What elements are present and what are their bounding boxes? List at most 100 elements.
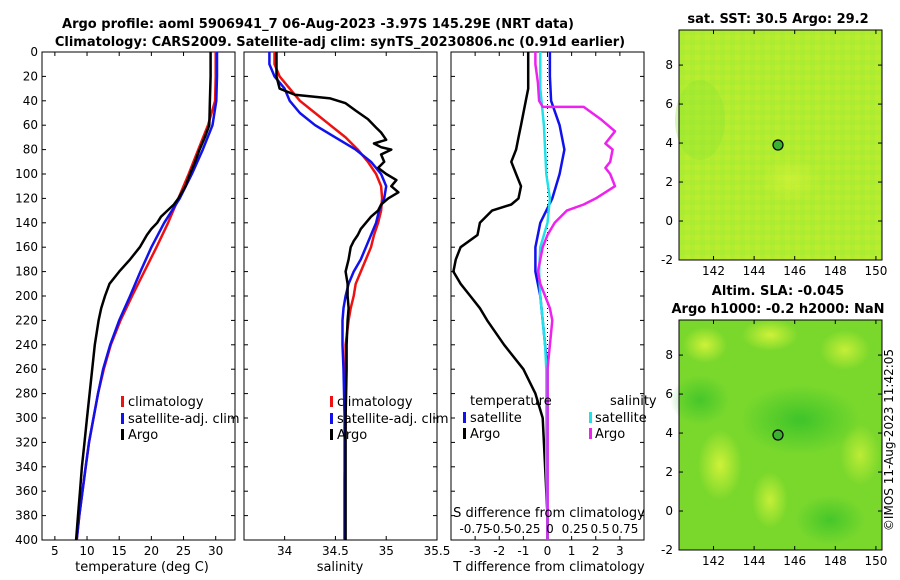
y-tick-label: 380 bbox=[15, 509, 38, 523]
difference-panel: -3 -2 -1 0 1 2 3 bbox=[450, 51, 645, 558]
map-x-tick-label: 144 bbox=[743, 264, 766, 278]
map-y-tick-label: 8 bbox=[665, 58, 673, 72]
map-y-tick-label: 6 bbox=[665, 97, 673, 111]
temperature-panel: 5 10 15 20 25 3002040608010012014016018020022… bbox=[15, 45, 236, 558]
difference-legend: temperature salinity satellite Argo sate… bbox=[463, 394, 657, 442]
legend-swatch-argo bbox=[121, 429, 124, 440]
x-tick-label: 35.5 bbox=[424, 544, 451, 558]
sst-warm-patch bbox=[760, 158, 820, 202]
temperature-legend: climatology satellite-adj. clim Argo bbox=[121, 395, 240, 443]
x-tick-label: 34.5 bbox=[322, 544, 349, 558]
s-tick: -0.25 bbox=[509, 522, 540, 536]
x-tick-label: 1 bbox=[568, 544, 576, 558]
map-y-tick-label: 4 bbox=[665, 136, 673, 150]
x-tick-label: 5 bbox=[51, 544, 59, 558]
map-x-tick-label: 148 bbox=[824, 554, 847, 568]
legend-label-climatology: climatology bbox=[128, 395, 204, 410]
y-tick-label: 140 bbox=[15, 216, 38, 230]
legend-label-argo: Argo bbox=[337, 428, 367, 443]
y-tick-label: 300 bbox=[15, 411, 38, 425]
sst-map bbox=[675, 29, 883, 261]
s-tick: 0.5 bbox=[590, 522, 609, 536]
map-x-tick-label: 144 bbox=[743, 554, 766, 568]
x-tick-label: -1 bbox=[517, 544, 529, 558]
sla-map-title-line1: Altim. SLA: -0.045 bbox=[712, 284, 844, 299]
legend-label-temp-satellite: satellite bbox=[470, 411, 522, 426]
y-tick-label: 280 bbox=[15, 387, 38, 401]
map-y-tick-label: 2 bbox=[665, 175, 673, 189]
legend-label-sal-satellite: satellite bbox=[595, 411, 647, 426]
sst-map-title: sat. SST: 30.5 Argo: 29.2 bbox=[687, 12, 868, 27]
sla-high-patch bbox=[698, 430, 742, 500]
y-tick-label: 120 bbox=[15, 191, 38, 205]
sla-low-patch bbox=[795, 495, 865, 545]
legend-label-climatology: climatology bbox=[337, 395, 413, 410]
legend-label-sal-argo: Argo bbox=[595, 427, 625, 442]
s-difference-label: S difference from climatology bbox=[453, 506, 645, 521]
argo-float-marker bbox=[772, 429, 784, 441]
sla-map-frame bbox=[678, 319, 883, 551]
x-tick-label: 15 bbox=[112, 544, 127, 558]
difference-xlabel: T difference from climatology bbox=[452, 560, 645, 575]
map-y-tick-label: -2 bbox=[661, 543, 673, 557]
legend-swatch-argo bbox=[330, 429, 333, 440]
series-line-satellite-adj-clim bbox=[75, 52, 219, 541]
sla-low-patch bbox=[740, 385, 860, 455]
series-line-temperature-argo bbox=[452, 52, 549, 540]
map-y-tick-label: -2 bbox=[661, 253, 673, 267]
legend-heading-salinity: salinity bbox=[610, 394, 657, 409]
y-tick-label: 60 bbox=[23, 118, 38, 132]
y-tick-label: 360 bbox=[15, 484, 38, 498]
sla-map bbox=[670, 319, 883, 551]
salinity-xlabel: salinity bbox=[317, 560, 364, 575]
legend-label-satellite: satellite-adj. clim bbox=[128, 412, 240, 427]
legend-swatch-satellite bbox=[121, 413, 124, 424]
legend-label-satellite: satellite-adj. clim bbox=[337, 412, 449, 427]
map-y-tick-label: 4 bbox=[665, 426, 673, 440]
map-x-tick-label: 150 bbox=[864, 264, 887, 278]
sst-cool-patch bbox=[675, 80, 725, 160]
map-y-tick-label: 0 bbox=[665, 214, 673, 228]
x-tick-label: 3 bbox=[616, 544, 624, 558]
y-tick-label: 340 bbox=[15, 460, 38, 474]
plot-frame bbox=[243, 51, 438, 541]
y-tick-label: 160 bbox=[15, 240, 38, 254]
timestamp-label: ©IMOS 11-Aug-2023 11:42:05 bbox=[882, 349, 896, 531]
y-tick-label: 40 bbox=[23, 94, 38, 108]
series-line-salinity-argo bbox=[534, 52, 617, 540]
y-tick-label: 400 bbox=[15, 533, 38, 547]
legend-swatch-satellite bbox=[330, 413, 333, 424]
y-tick-label: 200 bbox=[15, 289, 38, 303]
y-tick-label: 320 bbox=[15, 435, 38, 449]
x-tick-label: 10 bbox=[79, 544, 94, 558]
sla-high-patch bbox=[683, 327, 727, 363]
legend-label-argo: Argo bbox=[128, 428, 158, 443]
y-tick-label: 20 bbox=[23, 69, 38, 83]
s-tick: 0.25 bbox=[562, 522, 589, 536]
figure-title-line2: Climatology: CARS2009. Satellite-adj cli… bbox=[55, 35, 625, 50]
map-x-tick-label: 146 bbox=[783, 264, 806, 278]
map-y-tick-label: 6 bbox=[665, 387, 673, 401]
salinity-legend: climatology satellite-adj. clim Argo bbox=[330, 395, 449, 443]
x-tick-label: 35 bbox=[379, 544, 394, 558]
map-y-tick-label: 2 bbox=[665, 465, 673, 479]
legend-swatch-temp-satellite bbox=[463, 412, 466, 423]
x-tick-label: -3 bbox=[469, 544, 481, 558]
argo-float-marker bbox=[772, 139, 784, 151]
temperature-xlabel: temperature (deg C) bbox=[75, 560, 209, 575]
x-tick-label: -2 bbox=[493, 544, 505, 558]
x-tick-label: 34 bbox=[277, 544, 292, 558]
legend-swatch-sal-satellite bbox=[589, 412, 592, 423]
series-line-argo bbox=[74, 52, 212, 541]
y-tick-label: 100 bbox=[15, 167, 38, 181]
map-y-tick-label: 0 bbox=[665, 504, 673, 518]
s-tick: -0.5 bbox=[488, 522, 511, 536]
legend-swatch-sal-argo bbox=[589, 428, 592, 439]
map-x-tick-label: 150 bbox=[864, 554, 887, 568]
legend-label-temp-argo: Argo bbox=[470, 427, 500, 442]
sla-high-patch bbox=[820, 330, 870, 370]
y-tick-label: 260 bbox=[15, 362, 38, 376]
x-tick-label: 0 bbox=[544, 544, 552, 558]
sst-map-frame bbox=[678, 29, 883, 261]
